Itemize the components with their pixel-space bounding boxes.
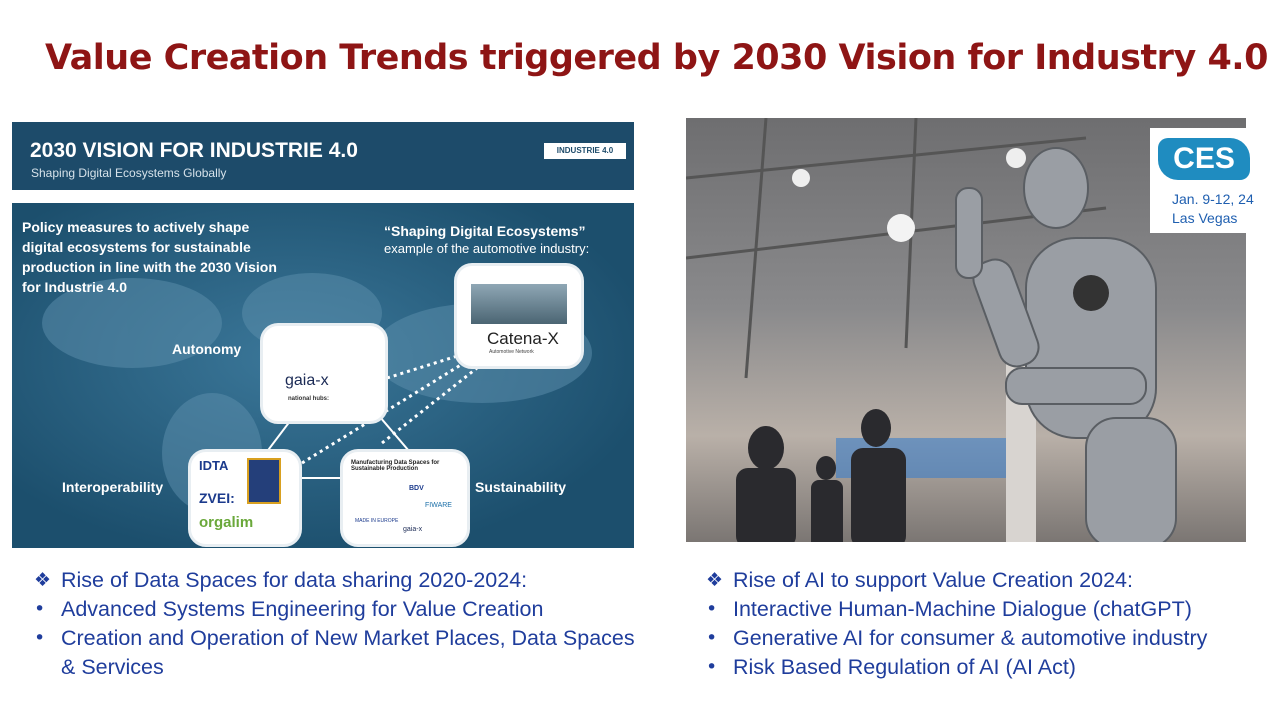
bullet-text: Advanced Systems Engineering for Value C… xyxy=(61,597,544,621)
interoperability-label: Interoperability xyxy=(62,479,164,495)
idta-card: IDTA ZVEI: orgalim xyxy=(188,449,302,547)
list-item: • Advanced Systems Engineering for Value … xyxy=(34,595,654,624)
ecosystem-graphic: Policy measures to actively shape digita… xyxy=(12,203,634,548)
manufacturing-card: Manufacturing Data Spaces for Sustainabl… xyxy=(340,449,470,547)
slide-title: Value Creation Trends triggered by 2030 … xyxy=(45,38,1280,78)
bullet-text: Rise of AI to support Value Creation 202… xyxy=(733,568,1133,592)
list-item: ❖ Rise of Data Spaces for data sharing 20… xyxy=(34,566,654,595)
banner-title: 2030 VISION FOR INDUSTRIE 4.0 xyxy=(30,139,358,162)
example-subtitle: example of the automotive industry: xyxy=(384,241,590,256)
gaiax-small: gaia-x xyxy=(403,526,423,533)
national-hubs: national hubs: xyxy=(288,396,329,402)
fiware-logo: FIWARE xyxy=(425,502,452,509)
idta-logo: IDTA xyxy=(199,458,229,473)
list-item: • Interactive Human-Machine Dialogue (cha… xyxy=(706,595,1276,624)
policy-text: Policy measures to actively shape digita… xyxy=(22,219,277,295)
bullet-marker: • xyxy=(706,598,718,620)
sustainability-label: Sustainability xyxy=(475,479,567,495)
bullet-text: Creation and Operation of New Market Pla… xyxy=(61,626,635,679)
bullet-marker: • xyxy=(706,656,718,678)
left-list: ❖ Rise of Data Spaces for data sharing 20… xyxy=(34,566,654,682)
autonomy-label: Autonomy xyxy=(172,341,242,357)
bullet-marker: • xyxy=(706,627,718,649)
photo-shapes xyxy=(686,118,1177,542)
list-item: • Creation and Operation of New Market Pl… xyxy=(34,624,654,682)
ces-place: Las Vegas xyxy=(1172,210,1238,226)
right-list: ❖ Rise of AI to support Value Creation 20… xyxy=(706,566,1276,682)
list-item: ❖ Rise of AI to support Value Creation 20… xyxy=(706,566,1276,595)
made-in-europe: MADE IN EUROPE xyxy=(355,518,399,524)
gaiax-logo: gaia-x xyxy=(285,372,329,389)
bullet-text: Interactive Human-Machine Dialogue (chat… xyxy=(733,597,1192,621)
banner-logo: INDUSTRIE 4.0 xyxy=(544,143,626,159)
gaiax-card: gaia-x national hubs: xyxy=(260,323,388,424)
list-item: • Risk Based Regulation of AI (AI Act) xyxy=(706,653,1276,682)
orgalim-logo: orgalim xyxy=(199,514,254,531)
example-title: “Shaping Digital Ecosystems” xyxy=(384,223,586,239)
catenax-photo xyxy=(471,284,567,324)
ces-text: CES xyxy=(1173,142,1235,175)
bullet-marker: • xyxy=(34,598,46,620)
catenax-card: Catena-X Automotive Network xyxy=(454,263,584,369)
manufacturing-title: Manufacturing Data Spaces for Sustainabl… xyxy=(351,460,440,472)
ces-badge: CES xyxy=(1158,138,1250,180)
bdv-logo: BDV xyxy=(409,485,424,492)
zvei-logo: ZVEI: xyxy=(199,490,235,506)
passport-image xyxy=(247,458,281,504)
robot-photo xyxy=(686,118,1246,542)
bullet-text: Generative AI for consumer & automotive … xyxy=(733,626,1208,650)
bullet-text: Risk Based Regulation of AI (AI Act) xyxy=(733,655,1076,679)
list-item: • Generative AI for consumer & automotive… xyxy=(706,624,1276,653)
catenax-logo: Catena-X xyxy=(487,329,559,348)
ces-dates: Jan. 9-12, 24 xyxy=(1172,191,1254,207)
bullet-marker: ❖ xyxy=(706,569,724,591)
catenax-sub: Automotive Network xyxy=(489,349,534,355)
bullet-marker: ❖ xyxy=(34,569,52,591)
banner-subtitle: Shaping Digital Ecosystems Globally xyxy=(31,166,227,180)
banner: 2030 VISION FOR INDUSTRIE 4.0 Shaping Di… xyxy=(12,122,634,190)
bullet-marker: • xyxy=(34,627,46,649)
bullet-text: Rise of Data Spaces for data sharing 202… xyxy=(61,568,528,592)
ces-logo-box: CES Jan. 9-12, 24 Las Vegas xyxy=(1150,128,1275,233)
